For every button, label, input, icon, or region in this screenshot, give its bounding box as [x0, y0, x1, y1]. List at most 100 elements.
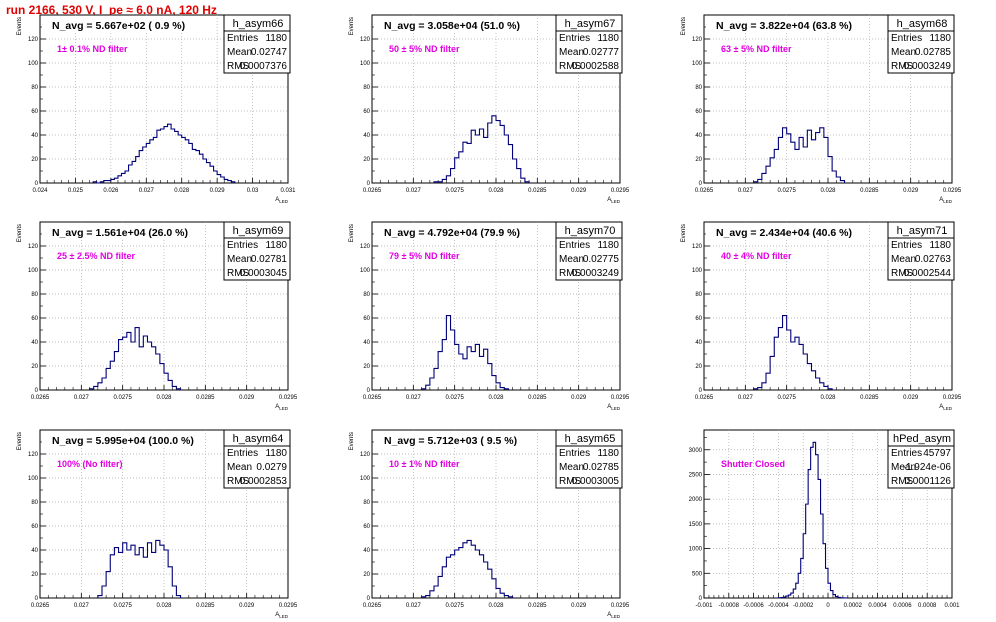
histogram-name: h_asym68	[897, 18, 948, 30]
x-tick-label: 0.0275	[113, 395, 132, 401]
stats-value-rms: 0.0003249	[572, 268, 620, 279]
stats-value-mean: 0.02781	[251, 254, 288, 265]
stats-value-mean: 0.02775	[583, 254, 620, 265]
x-tick-label: 0.029	[571, 603, 587, 609]
x-tick-label: 0.0275	[445, 603, 464, 609]
x-tick-label: 0.0265	[31, 603, 50, 609]
y-tick-label: 0	[367, 181, 371, 187]
stats-value-rms: 0.0003249	[904, 61, 952, 72]
filter-annotation: 40 ± 4% ND filter	[721, 251, 792, 261]
stats-box	[223, 221, 291, 281]
stats-value-entries: 45797	[923, 448, 951, 459]
x-tick-label: 0.0008	[918, 603, 937, 609]
title-box	[42, 224, 197, 240]
histogram-panel-h_asym67: 0.0265 0.027 0.0275 0.028 0.0285 0.029 0.0295 0…	[349, 14, 630, 204]
x-tick-label: 0.001	[944, 603, 960, 609]
stats-label-rms: RMS	[891, 268, 914, 279]
filter-annotation: 10 ± 1% ND filter	[389, 459, 460, 469]
stats-value-entries: 1180	[597, 448, 619, 459]
stats-value-rms: 0.0001126	[904, 476, 951, 487]
x-tick-label: 0.024	[32, 188, 48, 194]
stats-value-mean: 0.02777	[583, 47, 620, 58]
y-tick-label: 80	[363, 85, 370, 91]
y-tick-label: 20	[695, 157, 702, 163]
y-tick-label: 80	[695, 292, 702, 298]
histogram-panel-h_asym66: 0.024 0.025 0.026 0.027 0.028 0.029 0.03 0.031 0…	[17, 14, 296, 204]
stats-value-rms: 0.0007376	[240, 61, 288, 72]
stats-box	[223, 14, 291, 74]
histogram-name: h_asym65	[565, 433, 616, 445]
y-tick-label: 20	[695, 364, 702, 370]
y-tick-label: 2500	[689, 472, 703, 478]
y-tick-label: 120	[28, 244, 39, 250]
title-box	[374, 224, 529, 240]
y-tick-label: 60	[363, 109, 370, 115]
stats-label-rms: RMS	[227, 268, 250, 279]
y-tick-label: 1000	[689, 547, 703, 553]
stats-value-entries: 1180	[597, 33, 619, 44]
histogram-name: h_asym66	[233, 18, 284, 30]
histogram-name: h_asym64	[233, 433, 284, 445]
y-tick-label: 80	[695, 85, 702, 91]
x-tick-label: 0.0285	[528, 603, 547, 609]
x-axis-label: ALED	[275, 404, 289, 411]
stats-box	[887, 14, 955, 74]
y-tick-label: 80	[363, 292, 370, 298]
histogram-h_asym64	[97, 539, 182, 598]
y-axis-label: Events	[349, 224, 355, 242]
stats-value-mean: 0.0279	[256, 462, 287, 473]
x-tick-label: 0.0265	[363, 188, 382, 194]
stats-value-mean: 0.02763	[915, 254, 952, 265]
x-tick-label: 0.0285	[196, 395, 215, 401]
y-tick-label: 120	[360, 37, 371, 43]
stats-label-rms: RMS	[227, 61, 250, 72]
histogram-panel-h_asym68: 0.0265 0.027 0.0275 0.028 0.0285 0.029 0.0295 0…	[681, 14, 962, 204]
y-axis-label: Events	[17, 432, 23, 450]
page-title: run 2166, 530 V, I_pe ≈ 6.0 nA, 120 Hz	[6, 3, 217, 17]
y-tick-label: 40	[363, 340, 370, 346]
stats-label-entries: Entries	[891, 33, 922, 44]
stats-value-mean: 0.02785	[583, 462, 620, 473]
x-tick-label: 0.0285	[860, 395, 879, 401]
y-tick-label: 60	[363, 316, 370, 322]
y-tick-label: 40	[695, 133, 702, 139]
filter-annotation: 79 ± 5% ND filter	[389, 251, 460, 261]
stats-value-entries: 1180	[265, 240, 287, 251]
stats-label-rms: RMS	[559, 476, 582, 487]
stats-value-mean: 0.02747	[251, 47, 288, 58]
y-tick-label: 60	[31, 316, 38, 322]
y-tick-label: 20	[363, 364, 370, 370]
y-tick-label: 100	[692, 61, 703, 67]
stats-value-rms: 0.0002853	[240, 476, 288, 487]
stats-label-mean: Mean	[891, 462, 916, 473]
x-tick-label: 0.029	[903, 395, 919, 401]
x-tick-label: 0.027	[74, 603, 90, 609]
panel-title: N_avg = 5.712e+03 ( 9.5 %)	[384, 435, 517, 447]
x-tick-label: 0.0295	[943, 188, 962, 194]
x-tick-label: 0.0265	[31, 395, 50, 401]
stats-value-rms: 0.0003045	[240, 268, 288, 279]
x-tick-label: 0.0295	[611, 188, 630, 194]
x-tick-label: 0.029	[210, 188, 226, 194]
y-tick-label: 120	[28, 37, 39, 43]
x-tick-label: 0.029	[571, 188, 587, 194]
y-tick-label: 500	[692, 571, 703, 577]
stats-label-rms: RMS	[559, 61, 582, 72]
histogram-h_asym69	[89, 327, 182, 390]
panel-title: N_avg = 4.792e+04 (79.9 %)	[384, 227, 520, 239]
x-tick-label: 0.0285	[860, 188, 879, 194]
y-axis-label: Events	[349, 432, 355, 450]
x-tick-label: 0.0275	[777, 395, 796, 401]
stats-label-mean: Mean	[227, 254, 252, 265]
stats-value-mean: -1.924e-06	[903, 462, 952, 473]
stats-value-entries: 1180	[265, 448, 287, 459]
x-axis-label: ALED	[939, 197, 953, 204]
histogram-h_asym70	[421, 315, 509, 390]
y-axis-label: Events	[349, 17, 355, 35]
y-tick-label: 20	[31, 572, 38, 578]
histogram-h_asym71	[753, 315, 833, 390]
x-tick-label: 0.0295	[611, 395, 630, 401]
y-axis-label: Events	[681, 17, 687, 35]
x-axis-label: ALED	[607, 612, 621, 619]
x-tick-label: 0.028	[156, 395, 172, 401]
